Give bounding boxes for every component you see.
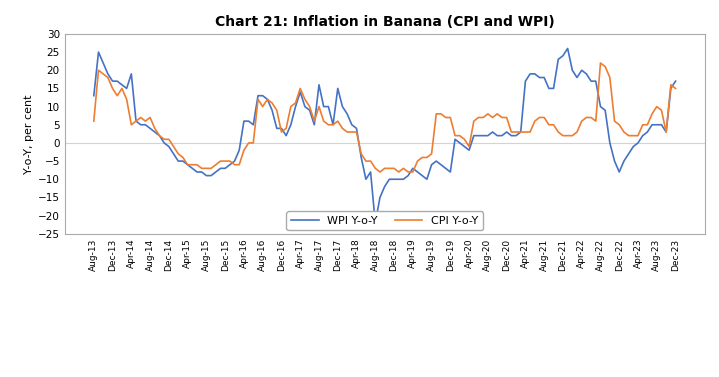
Legend: WPI Y-o-Y, CPI Y-o-Y: WPI Y-o-Y, CPI Y-o-Y bbox=[286, 211, 483, 230]
WPI Y-o-Y bbox=[587, 79, 595, 83]
CPI Y-o-Y bbox=[455, 133, 464, 138]
CPI Y-o-Y bbox=[89, 119, 98, 123]
CPI Y-o-Y bbox=[596, 61, 605, 65]
WPI Y-o-Y bbox=[226, 162, 234, 167]
CPI Y-o-Y bbox=[375, 170, 384, 174]
CPI Y-o-Y bbox=[226, 159, 234, 163]
Title: Chart 21: Inflation in Banana (CPI and WPI): Chart 21: Inflation in Banana (CPI and W… bbox=[215, 15, 554, 29]
Y-axis label: Y-o-Y, per cent: Y-o-Y, per cent bbox=[24, 94, 34, 173]
Line: WPI Y-o-Y: WPI Y-o-Y bbox=[93, 49, 676, 223]
WPI Y-o-Y bbox=[371, 221, 380, 225]
CPI Y-o-Y bbox=[601, 64, 610, 69]
WPI Y-o-Y bbox=[239, 119, 248, 123]
CPI Y-o-Y bbox=[239, 148, 248, 152]
CPI Y-o-Y bbox=[643, 123, 651, 127]
WPI Y-o-Y bbox=[643, 130, 651, 134]
WPI Y-o-Y bbox=[89, 93, 98, 98]
Line: CPI Y-o-Y: CPI Y-o-Y bbox=[93, 63, 676, 172]
CPI Y-o-Y bbox=[582, 115, 591, 120]
WPI Y-o-Y bbox=[455, 141, 464, 145]
WPI Y-o-Y bbox=[601, 108, 610, 112]
WPI Y-o-Y bbox=[563, 46, 572, 51]
WPI Y-o-Y bbox=[672, 79, 680, 83]
CPI Y-o-Y bbox=[672, 86, 680, 91]
